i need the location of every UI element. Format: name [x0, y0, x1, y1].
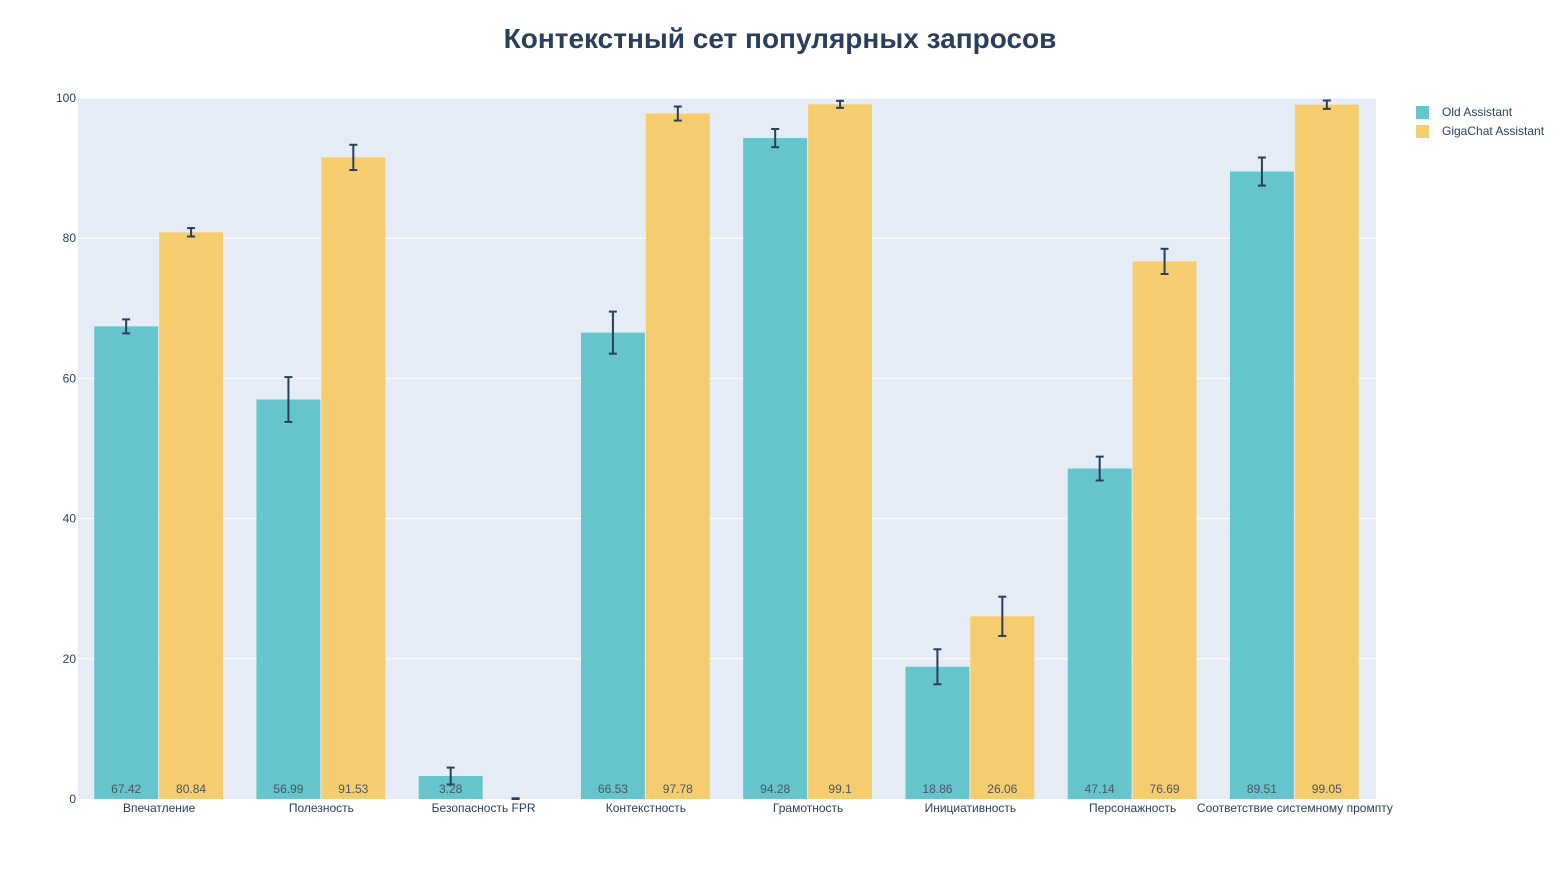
- axis-layer: 0 20 40 60 80 100 Впечатление Полезность Безопас…: [56, 91, 1393, 815]
- error-bar: [511, 797, 520, 800]
- error-bar: [933, 648, 942, 686]
- data-label: 66.53: [598, 782, 628, 796]
- data-label: 94.28: [760, 782, 790, 796]
- error-bar: [187, 227, 196, 238]
- error-bar: [673, 105, 682, 122]
- bar-gigachat-assistant-1[interactable]: [321, 157, 386, 799]
- legend-label: Old Assistant: [1442, 105, 1513, 119]
- bar-gigachat-assistant-7[interactable]: [1294, 104, 1359, 800]
- bars-layer: [94, 104, 1359, 800]
- chart-title: Контекстный сет популярных запросов: [504, 23, 1057, 54]
- data-label: 97.78: [663, 782, 693, 796]
- error-bar: [836, 99, 845, 109]
- legend[interactable]: Old Assistant GigaChat Assistant: [1416, 105, 1545, 138]
- x-tick-label: Впечатление: [123, 801, 196, 815]
- data-label: 91.53: [338, 782, 368, 796]
- x-tick-label: Контекстность: [606, 801, 686, 815]
- y-tick-label: 100: [56, 91, 76, 105]
- data-label: 99.1: [828, 782, 852, 796]
- y-tick-label: 60: [63, 371, 77, 385]
- bar-gigachat-assistant-4[interactable]: [808, 104, 873, 799]
- legend-swatch: [1416, 125, 1429, 138]
- legend-item-gigachat-assistant[interactable]: GigaChat Assistant: [1416, 124, 1545, 138]
- bar-old-assistant-1[interactable]: [256, 399, 321, 799]
- data-label: 89.51: [1247, 782, 1277, 796]
- bar-old-assistant-6[interactable]: [1067, 468, 1132, 799]
- legend-swatch: [1416, 106, 1429, 119]
- bar-old-assistant-2[interactable]: [418, 776, 483, 799]
- y-tick-label: 40: [63, 512, 77, 526]
- x-tick-label: Полезность: [289, 801, 354, 815]
- x-tick-label: Инициативность: [925, 801, 1017, 815]
- error-bar: [771, 127, 780, 149]
- x-tick-label: Соответствие системному промпту: [1197, 801, 1393, 815]
- data-label: 3.28: [439, 782, 463, 796]
- error-bar: [998, 595, 1007, 637]
- error-bar: [446, 766, 455, 786]
- data-label: 18.86: [922, 782, 952, 796]
- legend-item-old-assistant[interactable]: Old Assistant: [1416, 105, 1513, 119]
- error-bar: [608, 310, 617, 355]
- y-tick-label: 80: [63, 231, 77, 245]
- bar-gigachat-assistant-5[interactable]: [970, 616, 1035, 799]
- data-label: 47.14: [1085, 782, 1115, 796]
- error-bar: [122, 318, 131, 335]
- error-bar: [1095, 455, 1104, 482]
- error-bar: [349, 143, 358, 171]
- x-tick-label: Безопасность FPR: [432, 801, 536, 815]
- data-labels-layer: 67.42 80.84 56.99 91.53 3.28 66.53 97.78 94.28 9…: [111, 782, 1342, 796]
- data-label: 67.42: [111, 782, 141, 796]
- legend-label: GigaChat Assistant: [1442, 124, 1545, 138]
- error-bar: [284, 376, 293, 423]
- bar-gigachat-assistant-3[interactable]: [645, 113, 710, 800]
- error-bar: [1257, 156, 1266, 187]
- bar-gigachat-assistant-6[interactable]: [1132, 261, 1197, 800]
- error-bar: [1322, 99, 1331, 110]
- bar-old-assistant-0[interactable]: [94, 326, 159, 799]
- y-tick-label: 20: [63, 652, 77, 666]
- data-label: 26.06: [987, 782, 1017, 796]
- bar-old-assistant-5[interactable]: [905, 666, 970, 799]
- data-label: 76.69: [1150, 782, 1180, 796]
- data-label: 99.05: [1312, 782, 1342, 796]
- bar-old-assistant-4[interactable]: [743, 138, 808, 800]
- x-tick-label: Персонажность: [1089, 801, 1176, 815]
- error-bar: [1160, 247, 1169, 276]
- data-label: 80.84: [176, 782, 206, 796]
- data-label: 56.99: [273, 782, 303, 796]
- y-tick-label: 0: [69, 792, 76, 806]
- bar-gigachat-assistant-0[interactable]: [159, 232, 224, 800]
- bar-old-assistant-7[interactable]: [1229, 171, 1294, 799]
- x-tick-label: Грамотность: [773, 801, 843, 815]
- bar-old-assistant-3[interactable]: [580, 332, 645, 799]
- error-bars-layer: [122, 99, 1331, 800]
